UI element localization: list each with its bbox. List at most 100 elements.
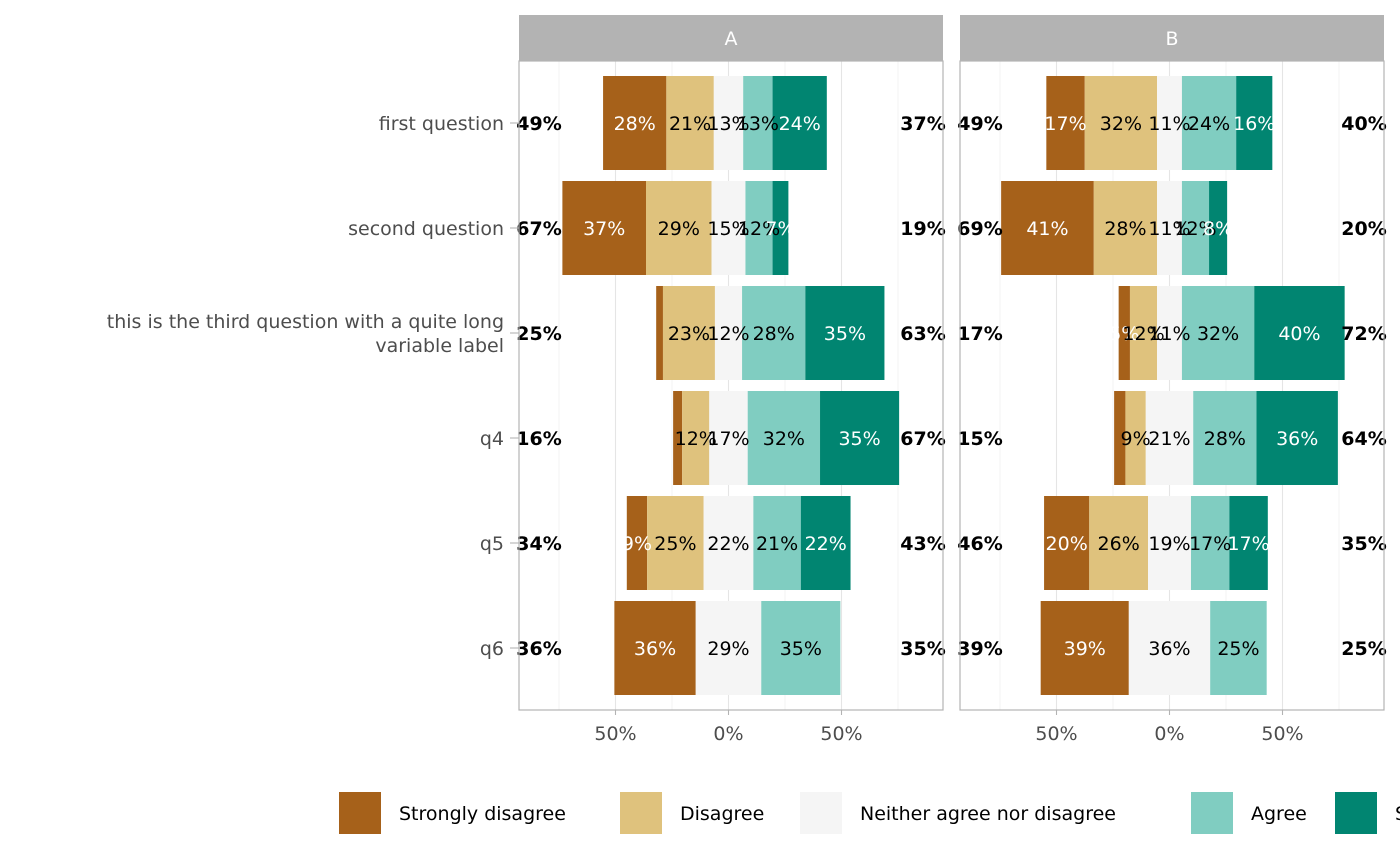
- y-category-label-line: second question: [348, 218, 504, 240]
- bar-segment: [1040, 601, 1129, 695]
- bar-value-label: 40%: [1278, 323, 1320, 345]
- bar-value-label: 22%: [805, 533, 847, 555]
- left-total-label: 25%: [516, 323, 561, 345]
- bar-segment: [1181, 76, 1237, 170]
- bar-value-label: 29%: [658, 218, 700, 240]
- right-total-label: 35%: [1341, 533, 1386, 555]
- y-category-label: first question: [379, 113, 504, 135]
- bar-segment: [713, 76, 744, 170]
- bar-value-label: 20%: [1046, 533, 1088, 555]
- legend: Strongly disagree Disagree Neither agree n…: [339, 792, 1400, 834]
- facet-strip: [519, 15, 943, 61]
- bar-segment: [753, 496, 801, 590]
- bar-segment: [562, 181, 647, 275]
- bar-value-label: 32%: [1197, 323, 1239, 345]
- bar-value-label: 13%: [737, 113, 779, 135]
- facet-strip: [960, 15, 1384, 61]
- y-category-label-line: first question: [379, 113, 504, 135]
- bar-value-label: 36%: [1276, 428, 1318, 450]
- left-total-label: 39%: [957, 638, 1002, 660]
- bar-value-label: 35%: [824, 323, 866, 345]
- bar-value-label: 41%: [1026, 218, 1068, 240]
- bar-value-label: 21%: [669, 113, 711, 135]
- bar-segment: [1229, 496, 1268, 590]
- x-tick-label: 0%: [713, 723, 743, 745]
- panel-border: [959, 60, 1385, 711]
- right-total-label: 35%: [900, 638, 945, 660]
- bar-value-label: 24%: [1188, 113, 1230, 135]
- bar-value-label: 17%: [707, 428, 749, 450]
- bar-segment: [711, 181, 746, 275]
- bar-segment: [614, 601, 696, 695]
- panel-border: [518, 60, 944, 711]
- bar-value-label: 17%: [1189, 533, 1231, 555]
- bar-value-label: 7%: [765, 218, 795, 240]
- bar-value-label: 32%: [763, 428, 805, 450]
- bar-segment: [772, 76, 827, 170]
- right-total-label: 67%: [900, 428, 945, 450]
- bar-segment: [1125, 391, 1146, 485]
- x-tick-label: 50%: [1261, 723, 1303, 745]
- bar-value-label: 8%: [1203, 218, 1233, 240]
- bar-segment: [742, 286, 806, 380]
- bar-value-label: 35%: [838, 428, 880, 450]
- right-total-label: 72%: [1341, 323, 1386, 345]
- bar-value-label: 36%: [634, 638, 676, 660]
- facet-strip-label: B: [1165, 28, 1178, 50]
- bar-value-label: 19%: [1148, 533, 1190, 555]
- bar-segment: [1114, 391, 1126, 485]
- bar-segment: [1190, 496, 1230, 590]
- bar-value-label: 32%: [1100, 113, 1142, 135]
- left-total-label: 36%: [516, 638, 561, 660]
- bar-segment: [1181, 181, 1210, 275]
- bar-value-label: 13%: [707, 113, 749, 135]
- bar-segment: [1181, 286, 1255, 380]
- bar-value-label: 28%: [753, 323, 795, 345]
- y-category-label: q5: [480, 533, 504, 555]
- bar-value-label: 12%: [675, 428, 717, 450]
- legend-label: Disagree: [680, 803, 764, 825]
- right-total-label: 20%: [1341, 218, 1386, 240]
- y-category-label: second question: [348, 218, 504, 240]
- y-category-label-line: q6: [480, 638, 504, 660]
- bar-segment: [666, 76, 714, 170]
- bar-segment: [761, 601, 841, 695]
- bar-segment: [682, 391, 710, 485]
- bar-value-label: 22%: [707, 533, 749, 555]
- left-total-label: 34%: [516, 533, 561, 555]
- y-category-label: q4: [480, 428, 504, 450]
- bar-segment: [1089, 496, 1149, 590]
- bar-value-label: 25%: [1217, 638, 1259, 660]
- legend-label: Agree: [1251, 803, 1307, 825]
- right-total-label: 40%: [1341, 113, 1386, 135]
- bar-segment: [1210, 601, 1267, 695]
- bar-value-label: 29%: [707, 638, 749, 660]
- bar-value-label: 11%: [1148, 323, 1190, 345]
- legend-key: [620, 792, 662, 834]
- x-tick-label: 50%: [1035, 723, 1077, 745]
- bar-segment: [772, 181, 789, 275]
- bar-segment: [1093, 181, 1158, 275]
- bar-value-label: 15%: [707, 218, 749, 240]
- x-tick-label: 0%: [1154, 723, 1184, 745]
- bar-value-label: 23%: [668, 323, 710, 345]
- bar-segment: [1157, 181, 1182, 275]
- facet-strip-label: A: [725, 28, 738, 50]
- bar-value-label: 12%: [1174, 218, 1216, 240]
- bar-segment: [1254, 286, 1345, 380]
- left-total-label: 16%: [516, 428, 561, 450]
- bar-value-label: 11%: [1148, 218, 1190, 240]
- bar-segment: [743, 76, 773, 170]
- bar-value-label: 35%: [780, 638, 822, 660]
- legend-key: [1191, 792, 1233, 834]
- bar-segment: [695, 601, 762, 695]
- bar-segment: [709, 391, 748, 485]
- right-total-label: 37%: [900, 113, 945, 135]
- legend-key: [1335, 792, 1377, 834]
- legend-label: Neither agree nor disagree: [860, 803, 1116, 825]
- left-total-label: 15%: [957, 428, 1002, 450]
- bar-segment: [1001, 181, 1094, 275]
- bar-segment: [703, 496, 754, 590]
- bar-segment: [800, 496, 851, 590]
